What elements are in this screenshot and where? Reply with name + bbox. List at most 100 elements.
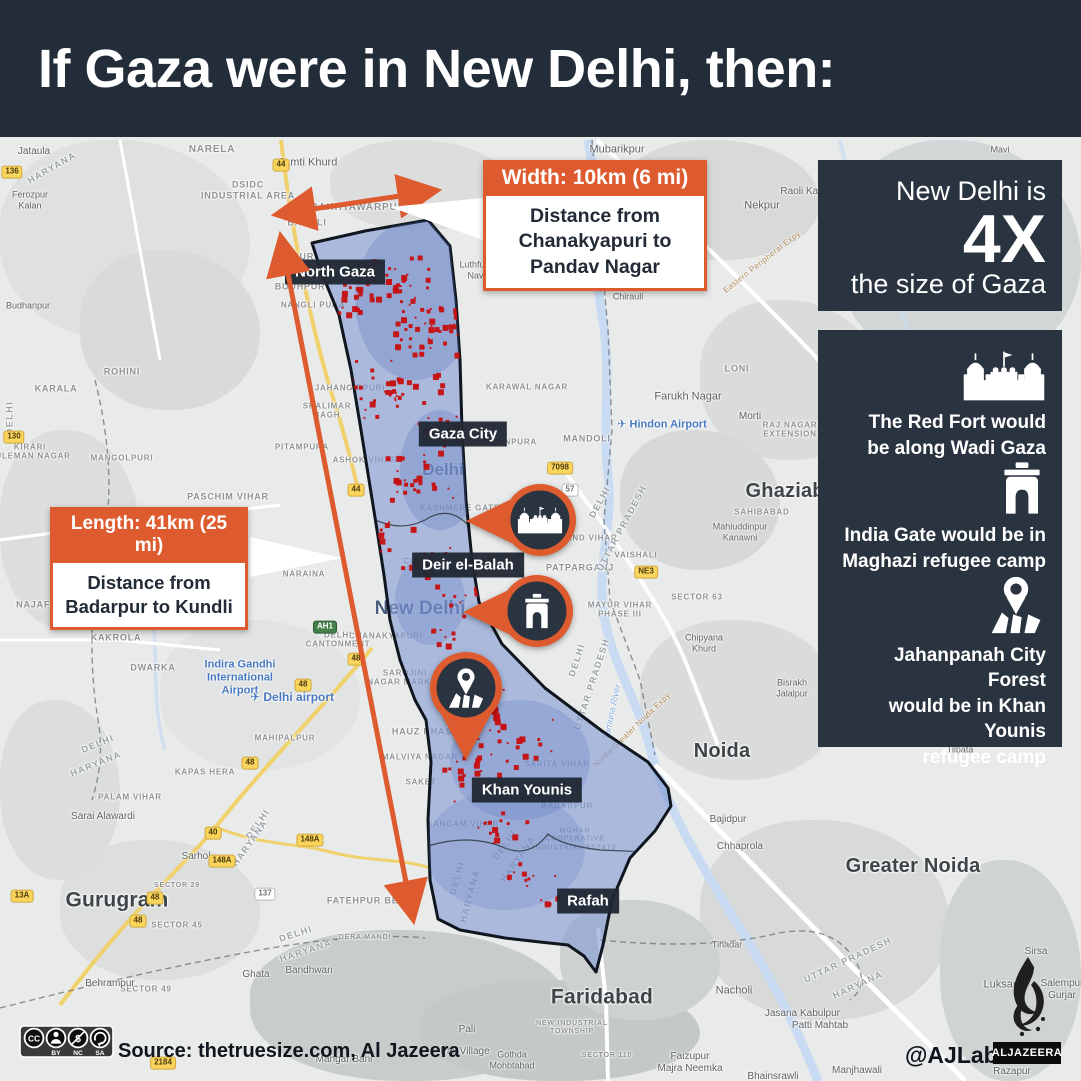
damage-dot	[429, 307, 432, 310]
damage-dot	[451, 631, 456, 636]
landmark-fact-text: India Gate would be in Maghazi refugee c…	[842, 525, 1046, 572]
damage-dot	[506, 741, 509, 744]
route-shield: 48	[129, 914, 147, 928]
map-label: Indira Gandhi International Airport	[204, 658, 276, 697]
damage-dot	[445, 643, 452, 650]
al-jazeera-wordmark: ALJAZEERA	[992, 1042, 1062, 1064]
gaza-place-badge: Deir el-Balah	[412, 552, 524, 578]
india-gate-icon	[1004, 462, 1040, 514]
damage-dot	[437, 389, 444, 396]
header-bar: If Gaza were in New Delhi, then:	[0, 0, 1081, 137]
damage-dot	[540, 899, 543, 902]
damage-dot	[490, 753, 493, 756]
damage-dot	[448, 767, 452, 771]
map-label: Sarhol	[181, 851, 211, 863]
map-label: Gothda Mohbtabad	[489, 1049, 535, 1070]
damage-dot	[427, 417, 430, 420]
red-fort-icon	[517, 506, 563, 534]
route-shield: 44	[272, 158, 290, 172]
damage-dot	[494, 713, 501, 720]
damage-dot	[429, 318, 436, 325]
terrain-patch	[640, 620, 840, 780]
map-pin-icon	[991, 576, 1041, 633]
map-label: Ferozpur Kalan	[11, 189, 49, 210]
damage-dot	[435, 584, 441, 590]
map-label: SECTOR 63	[671, 592, 723, 602]
map-label: Kabulpur Patti Mahtab	[791, 1008, 849, 1031]
damage-dot	[438, 329, 442, 333]
damage-dot	[459, 601, 462, 604]
damage-dot	[516, 737, 523, 744]
svg-text:BY: BY	[51, 1050, 61, 1057]
damage-dot	[432, 485, 438, 491]
map-label: Mahiuddinpur Kanawni	[712, 521, 768, 542]
damage-dot	[477, 773, 480, 776]
damage-dot	[442, 593, 446, 597]
damage-dot	[448, 324, 454, 330]
damage-dot	[506, 874, 512, 880]
damage-dot	[532, 874, 535, 877]
map-label: SECTOR 45	[151, 920, 203, 930]
damage-dot	[513, 764, 519, 770]
map-label: MAYUR VIHAR PHASE III	[587, 600, 653, 619]
map-label: Bhainsrawli	[747, 1071, 799, 1081]
width-callout-body: Distance from Chanakyapuri to Pandav Nag…	[483, 196, 707, 292]
red-fort-icon	[963, 351, 1045, 401]
damage-dot	[427, 337, 430, 340]
map-label: VAISHALI	[614, 550, 658, 560]
route-shield: 7098	[547, 461, 573, 475]
al-jazeera-logo-icon	[1013, 957, 1045, 1037]
length-callout: Length: 41km (25 mi) Distance from Badar…	[50, 507, 248, 631]
svg-text:NC: NC	[73, 1050, 83, 1057]
map-label: Chhaprola	[716, 841, 764, 853]
india-gate-map-pin	[463, 575, 573, 647]
damage-dot	[480, 769, 483, 772]
map-label: NARELA	[188, 144, 236, 156]
damage-dot	[456, 760, 459, 763]
terrain-patch	[620, 430, 780, 570]
damage-dot	[443, 341, 448, 346]
damage-dot	[452, 637, 456, 641]
damage-dot	[439, 307, 445, 313]
map-label: Sirsa	[1024, 946, 1048, 958]
damage-dot	[462, 614, 467, 619]
damage-dot	[515, 745, 520, 750]
map-label: KAKROLA	[90, 632, 142, 643]
map-label: Greater Noida	[845, 855, 981, 878]
damage-dot	[464, 594, 467, 597]
damage-dot	[452, 496, 455, 499]
map-label: Nekpur	[744, 199, 780, 212]
damage-dot	[501, 811, 506, 816]
map-label: RAJ NAGAR EXTENSION	[762, 420, 818, 439]
gaza-place-badge: North Gaza	[284, 259, 386, 285]
map-label: Tilpata	[946, 744, 974, 755]
damage-dot	[521, 871, 527, 877]
damage-dot	[431, 628, 437, 634]
damage-dot	[489, 729, 492, 732]
map-label: SECTOR 29	[154, 881, 200, 889]
source-credit: Source: thetruesize.com, Al Jazeera	[118, 1040, 460, 1063]
damage-dot	[488, 831, 492, 835]
map-label: Mubarikpur	[589, 143, 645, 156]
damage-dot	[524, 878, 528, 882]
ajlabs-handle: @AJLabs	[905, 1042, 1011, 1068]
damage-dot	[502, 688, 505, 691]
damage-dot	[459, 782, 465, 788]
svg-text:CC: CC	[28, 1033, 40, 1043]
map-label: KARALA	[34, 383, 78, 394]
route-shield: 136	[1, 165, 23, 179]
damage-dot	[449, 547, 452, 550]
map-label: Budhanpur	[5, 300, 51, 311]
map-label: Noida	[693, 740, 751, 763]
map-label: Salempur Gurjar	[1040, 978, 1081, 1001]
damage-dot	[548, 902, 552, 906]
damage-dot	[550, 750, 553, 753]
damage-dot	[458, 775, 465, 782]
map-label: Manjhawali	[831, 1065, 883, 1077]
damage-dot	[457, 768, 464, 775]
map-label: KIRARI SULEMAN NAGAR	[0, 442, 71, 461]
route-shield: NE3	[634, 565, 658, 579]
damage-dot	[538, 742, 543, 747]
route-shield: 13A	[10, 889, 34, 903]
